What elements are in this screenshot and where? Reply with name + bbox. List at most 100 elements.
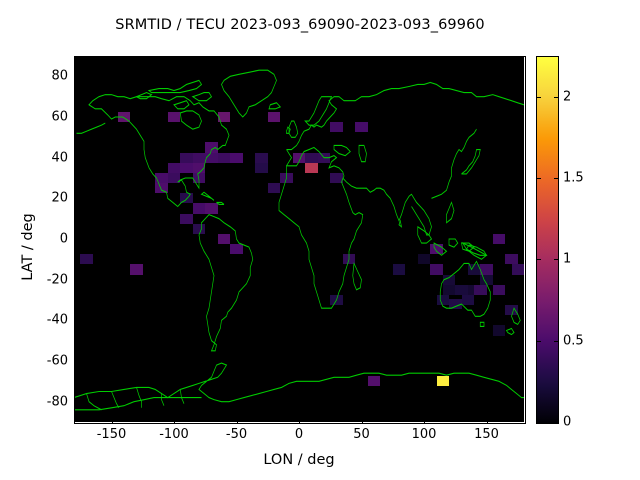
x-tick-label: 50 [353, 427, 370, 442]
x-tickmark [486, 418, 488, 423]
y-tickmark [74, 157, 79, 159]
heatmap-cell [167, 111, 181, 123]
heatmap-cell [455, 284, 468, 295]
colorbar-tick-label: 2 [563, 89, 572, 105]
colorbar-tickmark [554, 178, 559, 179]
heatmap-cell [492, 284, 506, 295]
colorbar-tickmark [536, 178, 541, 179]
heatmap-cell [474, 284, 487, 295]
y-tickmark [74, 361, 79, 362]
y-tick-label: 80 [51, 68, 68, 84]
heatmap-cell [492, 233, 506, 245]
heatmap-cell [167, 172, 181, 184]
map-plot-area[interactable] [74, 56, 524, 422]
heatmap-cell [355, 122, 368, 133]
heatmap-cell [505, 305, 518, 316]
heatmap-cell [155, 172, 168, 184]
heatmap-cell [492, 325, 506, 336]
heatmap-cell [192, 203, 206, 214]
y-tick-label: 40 [51, 150, 68, 166]
heatmap-cell [392, 264, 406, 275]
x-tickmark [299, 418, 300, 423]
heatmap-cell [505, 254, 518, 265]
heatmap-cell [255, 152, 268, 163]
heatmap-cell [511, 264, 524, 275]
x-tickmark [236, 418, 238, 423]
heatmap-cell [180, 152, 193, 163]
heatmap-cell [367, 376, 381, 387]
x-tick-label: -150 [96, 427, 127, 442]
y-tick-label: -80 [46, 394, 68, 410]
heatmap-cell [117, 111, 131, 123]
heatmap-cell [467, 264, 481, 275]
y-tickmark [74, 401, 79, 403]
heatmap-cell [267, 183, 281, 194]
heatmap-cell [205, 203, 218, 214]
colorbar-tickmark [554, 259, 559, 261]
heatmap-cell [480, 274, 493, 285]
heatmap-cell [461, 294, 474, 306]
colorbar-tickmark [536, 259, 541, 261]
heatmap-cell [155, 183, 168, 194]
heatmap-cell [205, 142, 218, 153]
y-tick-label: 0 [59, 231, 68, 247]
heatmap-cell [449, 298, 462, 310]
heatmap-cell [436, 294, 449, 306]
x-tick-label: -100 [159, 427, 189, 442]
heatmap-cell [442, 274, 456, 285]
y-tick-label: 60 [51, 109, 68, 125]
heatmap-cell [305, 162, 318, 173]
x-tick-label: 0 [294, 427, 304, 442]
heatmap-cell [230, 244, 243, 255]
y-tick-label: -20 [46, 272, 68, 288]
heatmap-cell [192, 172, 206, 184]
x-tickmark [361, 418, 363, 423]
heatmap-cell [255, 162, 268, 173]
y-tickmark [74, 76, 79, 78]
colorbar-gradient [537, 57, 558, 423]
heatmap-cell [180, 193, 193, 204]
heatmap-cell [192, 223, 206, 234]
x-tickmark [111, 418, 113, 423]
colorbar-tick-label: 1 [563, 251, 572, 267]
heatmap-cell [442, 284, 456, 295]
colorbar-tickmark [554, 96, 559, 98]
x-tick-label: 100 [411, 427, 437, 442]
heatmap-cell [205, 152, 218, 163]
colorbar-tick-label: 1.5 [563, 170, 584, 186]
colorbar[interactable] [536, 56, 559, 424]
x-tickmark [174, 418, 175, 423]
x-axis-label: LON / deg [263, 452, 335, 468]
x-tickmark [424, 418, 425, 423]
heatmap-cell [180, 162, 193, 173]
y-tickmark [74, 117, 79, 118]
heatmap-cell [430, 264, 443, 275]
colorbar-tickmark [536, 96, 541, 98]
heatmap-cell [130, 264, 143, 275]
heatmap-cell [292, 152, 306, 163]
heatmap-cell [167, 162, 181, 173]
heatmap-cell [217, 111, 231, 123]
heatmap-cell [180, 213, 193, 224]
y-tick-label: 20 [51, 190, 68, 206]
y-tickmark [74, 239, 79, 240]
heatmap-cell [305, 152, 318, 163]
y-axis-label: LAT / deg [20, 213, 36, 281]
heatmap-cell [430, 244, 443, 255]
colorbar-tick-label: 0 [563, 414, 572, 430]
plot-title: SRMTID / TECU 2023-093_69090-2023-093_69… [115, 17, 485, 33]
heatmap-cell [330, 122, 343, 133]
y-tickmark [74, 279, 79, 281]
heatmap-cell [192, 162, 206, 173]
x-tick-label: 150 [474, 427, 499, 442]
y-tick-label: -40 [46, 312, 68, 328]
heatmap-cell [217, 233, 231, 245]
y-tick-label: -60 [46, 353, 68, 369]
heatmap-cell [192, 152, 206, 163]
x-tick-label: -50 [225, 427, 248, 442]
colorbar-tick-label: 0.5 [563, 333, 584, 349]
heatmap-cell [230, 152, 243, 163]
y-tickmark [74, 320, 79, 322]
heatmap-cell [417, 254, 431, 265]
heatmap-cell [267, 111, 281, 123]
